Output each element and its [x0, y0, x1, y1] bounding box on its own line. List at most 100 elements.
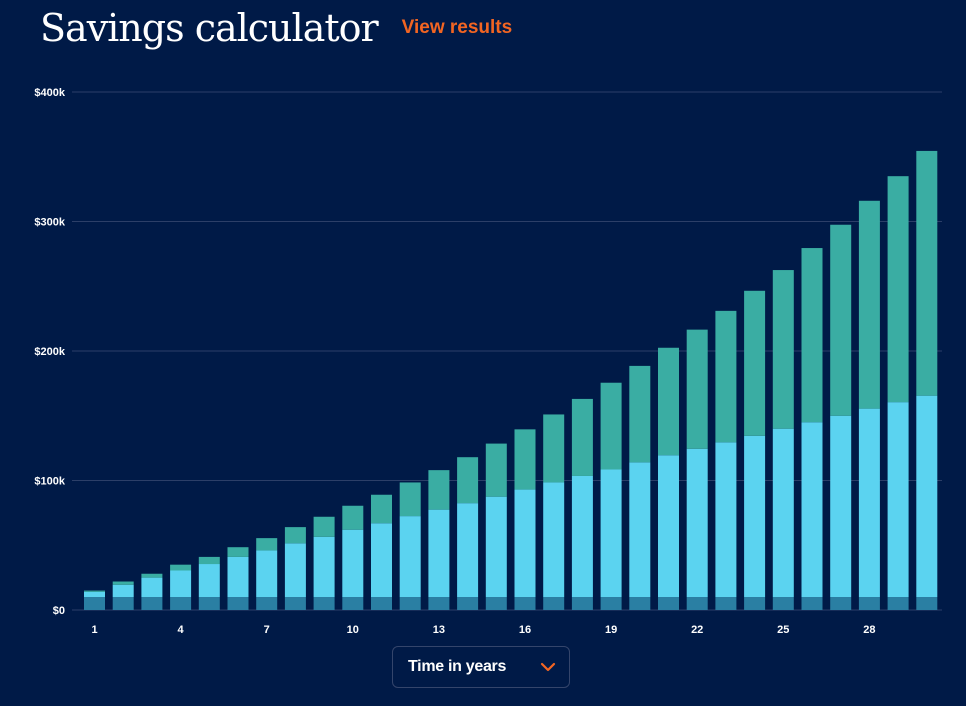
bar-segment-1-year-17[interactable]: [543, 597, 565, 610]
bar-segment-3-year-13[interactable]: [428, 470, 450, 510]
bar-segment-2-year-25[interactable]: [772, 428, 794, 598]
bar-segment-1-year-26[interactable]: [801, 597, 823, 610]
bar-segment-2-year-22[interactable]: [686, 448, 708, 598]
page-title: Savings calculator: [40, 6, 379, 50]
bar-segment-2-year-6[interactable]: [227, 556, 249, 598]
bar-segment-2-year-24[interactable]: [744, 435, 766, 598]
bar-segment-2-year-26[interactable]: [801, 422, 823, 598]
bar-segment-1-year-19[interactable]: [600, 597, 622, 610]
bar-segment-1-year-23[interactable]: [715, 597, 737, 610]
bar-segment-3-year-1[interactable]: [84, 590, 105, 592]
bar-segment-1-year-4[interactable]: [170, 597, 192, 610]
bar-segment-2-year-28[interactable]: [858, 408, 880, 598]
bar-segment-3-year-15[interactable]: [485, 443, 507, 497]
bar-segment-3-year-2[interactable]: [112, 581, 134, 585]
bar-segment-2-year-5[interactable]: [198, 564, 220, 598]
bar-segment-3-year-7[interactable]: [256, 538, 278, 551]
bar-segment-3-year-25[interactable]: [772, 270, 794, 429]
bar-segment-3-year-14[interactable]: [457, 457, 479, 504]
y-tick-label: $100k: [34, 476, 65, 488]
bar-segment-2-year-2[interactable]: [112, 584, 134, 598]
bar-segment-3-year-27[interactable]: [830, 224, 852, 416]
bar-segment-1-year-15[interactable]: [485, 597, 507, 610]
bar-segment-3-year-9[interactable]: [313, 516, 335, 537]
bar-segment-1-year-18[interactable]: [571, 597, 593, 610]
bar-segment-2-year-19[interactable]: [600, 469, 622, 598]
bar-segment-1-year-7[interactable]: [256, 597, 278, 610]
bar-segment-3-year-19[interactable]: [600, 382, 622, 470]
y-tick-label: $200k: [34, 346, 65, 358]
bar-segment-1-year-12[interactable]: [399, 597, 421, 610]
bar-segment-2-year-11[interactable]: [371, 523, 392, 598]
bar-segment-1-year-9[interactable]: [313, 597, 335, 610]
bar-segment-3-year-8[interactable]: [284, 527, 306, 544]
bar-segment-2-year-30[interactable]: [916, 395, 938, 598]
bar-segment-1-year-22[interactable]: [686, 597, 708, 610]
bar-segment-3-year-26[interactable]: [801, 248, 823, 423]
bar-segment-2-year-15[interactable]: [485, 496, 507, 598]
bar-segment-1-year-5[interactable]: [198, 597, 220, 610]
bar-segment-2-year-12[interactable]: [399, 516, 421, 598]
bar-segment-2-year-7[interactable]: [256, 550, 278, 598]
bar-segment-1-year-8[interactable]: [284, 597, 306, 610]
bar-segment-2-year-13[interactable]: [428, 509, 450, 598]
bar-segment-1-year-20[interactable]: [629, 597, 651, 610]
bar-segment-1-year-6[interactable]: [227, 597, 249, 610]
bar-segment-1-year-21[interactable]: [658, 597, 679, 610]
bar-segment-3-year-6[interactable]: [227, 547, 249, 557]
bar-segment-3-year-10[interactable]: [342, 505, 364, 530]
bar-segment-2-year-1[interactable]: [84, 591, 105, 598]
bar-segment-2-year-14[interactable]: [457, 503, 479, 598]
bar-segment-3-year-22[interactable]: [686, 329, 708, 449]
bar-segment-3-year-28[interactable]: [858, 200, 880, 409]
bar-segment-2-year-8[interactable]: [284, 543, 306, 598]
bar-segment-3-year-18[interactable]: [571, 398, 593, 476]
bar-segment-2-year-21[interactable]: [658, 455, 679, 598]
bar-segment-1-year-11[interactable]: [371, 597, 392, 610]
bar-segment-1-year-24[interactable]: [744, 597, 766, 610]
bar-segment-3-year-12[interactable]: [399, 482, 421, 517]
bar-segment-1-year-28[interactable]: [858, 597, 880, 610]
bar-segment-3-year-30[interactable]: [916, 150, 938, 396]
bar-segment-2-year-23[interactable]: [715, 442, 737, 598]
bar-segment-3-year-17[interactable]: [543, 414, 565, 483]
bar-segment-3-year-3[interactable]: [141, 573, 163, 578]
bar-segment-3-year-11[interactable]: [371, 494, 392, 524]
y-tick-label: $300k: [34, 217, 65, 229]
bar-segment-3-year-23[interactable]: [715, 310, 737, 443]
bar-segment-3-year-24[interactable]: [744, 290, 766, 436]
bar-segment-2-year-3[interactable]: [141, 577, 163, 598]
time-in-years-dropdown[interactable]: Time in years: [392, 646, 570, 688]
bar-segment-1-year-29[interactable]: [887, 597, 909, 610]
bar-segment-3-year-21[interactable]: [658, 347, 679, 456]
bar-segment-3-year-5[interactable]: [198, 556, 220, 565]
x-tick-label: 28: [863, 624, 875, 636]
bar-segment-1-year-10[interactable]: [342, 597, 364, 610]
x-tick-label: 10: [347, 624, 359, 636]
bar-segment-2-year-16[interactable]: [514, 489, 536, 598]
bar-segment-1-year-27[interactable]: [830, 597, 852, 610]
bar-segment-2-year-20[interactable]: [629, 462, 651, 598]
bar-segment-1-year-16[interactable]: [514, 597, 536, 610]
view-results-link[interactable]: View results: [401, 17, 513, 38]
bar-segment-1-year-13[interactable]: [428, 597, 450, 610]
bar-segment-3-year-29[interactable]: [887, 176, 909, 403]
bar-segment-1-year-2[interactable]: [112, 597, 134, 610]
bar-segment-2-year-17[interactable]: [543, 482, 565, 598]
bar-segment-3-year-16[interactable]: [514, 429, 536, 490]
bar-segment-1-year-3[interactable]: [141, 597, 163, 610]
bar-segment-2-year-29[interactable]: [887, 402, 909, 598]
bar-segment-1-year-1[interactable]: [84, 597, 105, 610]
bar-segment-2-year-4[interactable]: [170, 570, 192, 598]
bar-segment-2-year-9[interactable]: [313, 536, 335, 598]
bar-segment-1-year-30[interactable]: [916, 597, 938, 610]
y-tick-label: $0: [53, 605, 65, 617]
bar-segment-3-year-4[interactable]: [170, 564, 192, 571]
bar-segment-1-year-14[interactable]: [457, 597, 479, 610]
bar-segment-2-year-18[interactable]: [571, 475, 593, 598]
bar-segment-1-year-25[interactable]: [772, 597, 794, 610]
bar-segment-2-year-10[interactable]: [342, 529, 364, 598]
savings-bar-chart: $0 $100k $200k $300k $400k 1 4 7 10 13 16 19 22 25 28: [34, 87, 942, 636]
bar-segment-2-year-27[interactable]: [830, 415, 852, 598]
bar-segment-3-year-20[interactable]: [629, 365, 651, 463]
